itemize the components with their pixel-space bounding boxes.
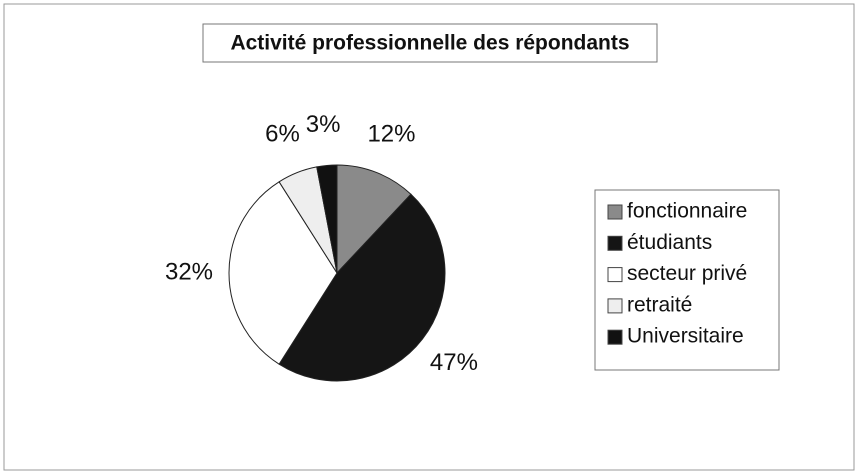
title-box	[202, 23, 658, 63]
data-label: 47%	[430, 349, 478, 376]
data-label: 6%	[265, 121, 300, 148]
legend-label: Universitaire	[627, 325, 744, 348]
legend-swatch	[607, 298, 623, 314]
legend-swatch	[607, 329, 623, 345]
pie-slice	[336, 164, 412, 275]
legend-label: retraité	[627, 293, 692, 316]
legend-swatch	[607, 204, 623, 220]
data-label: 32%	[165, 258, 213, 285]
data-label: 12%	[367, 121, 415, 148]
pie-slice	[228, 181, 338, 365]
legend-swatch	[607, 235, 623, 251]
data-label: 3%	[306, 111, 341, 138]
chart-title: Activité professionnelle des répondants	[230, 32, 629, 55]
legend-label: fonctionnaire	[627, 200, 747, 223]
pie-slice	[278, 193, 446, 382]
legend-swatch	[607, 267, 623, 283]
legend-label: secteur privé	[627, 262, 747, 285]
pie-slice	[316, 164, 338, 274]
legend-box	[594, 189, 780, 371]
legend-label: étudiants	[627, 231, 712, 254]
